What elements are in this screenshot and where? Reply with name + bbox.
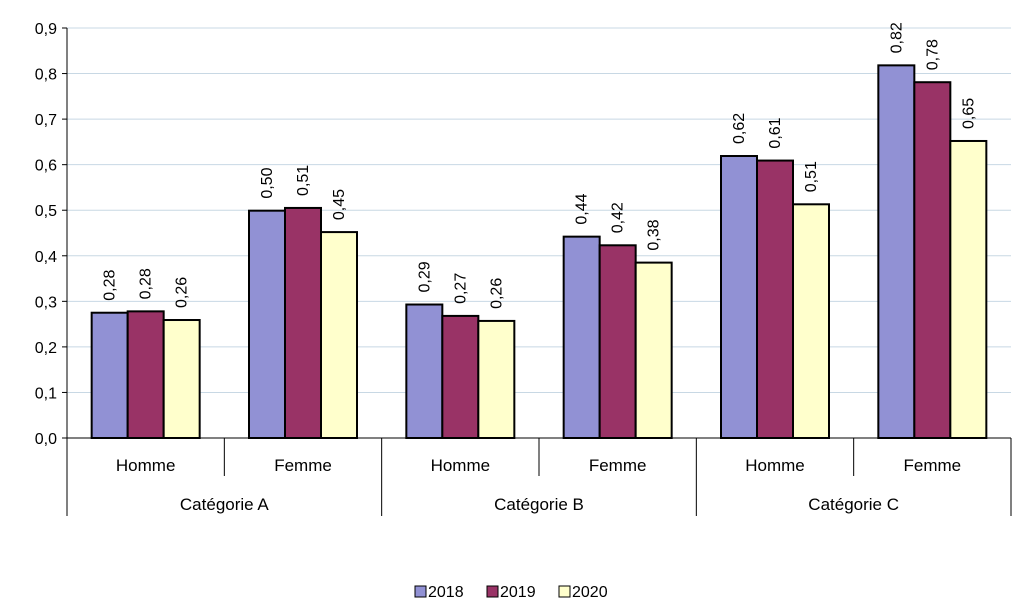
legend-swatch-2020 [558, 585, 571, 598]
bar-2020-3 [634, 261, 673, 439]
data-label: 0,44 [574, 193, 591, 224]
bar-2018-1 [248, 209, 286, 439]
bars [90, 64, 988, 440]
data-label: 0,29 [416, 261, 433, 292]
data-label: 0,27 [452, 273, 469, 304]
group-label: Catégorie A [180, 495, 269, 514]
y-tick-label: 0,3 [35, 294, 57, 311]
group-label: Catégorie C [808, 495, 899, 514]
bar-2018-4 [720, 155, 758, 439]
data-label: 0,38 [646, 219, 663, 250]
category-label: Homme [116, 456, 176, 475]
legend: 2018 2019 2020 [414, 584, 608, 601]
bar-2020-5 [949, 139, 988, 439]
data-label: 0,50 [259, 167, 276, 198]
bar-2020-1 [320, 231, 358, 439]
bar-2018-3 [562, 235, 601, 439]
bar-2020-4 [792, 203, 830, 439]
category-label: Femme [589, 456, 647, 475]
legend-swatch-2018 [414, 585, 427, 598]
data-label: 0,45 [331, 189, 348, 220]
bar-2019-3 [598, 244, 637, 439]
data-label: 0,62 [731, 113, 748, 144]
category-label: Homme [745, 456, 805, 475]
axes [62, 27, 1012, 516]
y-tick-label: 0,1 [35, 385, 57, 402]
group-label: Catégorie B [494, 495, 584, 514]
y-tick-label: 0,0 [35, 431, 57, 448]
y-tick-label: 0,6 [35, 158, 57, 175]
bar-2020-0 [162, 319, 201, 439]
data-label: 0,61 [767, 117, 784, 148]
bar-2019-4 [756, 159, 794, 439]
data-label: 0,51 [803, 161, 820, 192]
bar-2019-0 [126, 310, 165, 440]
y-tick-label: 0,8 [35, 67, 57, 84]
data-label: 0,28 [138, 268, 155, 299]
legend-swatch-2019 [486, 585, 499, 598]
bar-2018-2 [405, 303, 444, 439]
y-tick-label: 0,9 [35, 21, 57, 38]
legend-label-2019: 2019 [500, 584, 536, 601]
y-tick-label: 0,5 [35, 203, 57, 220]
labels: 0,0 0,1 0,2 0,3 0,4 0,5 0,6 0,7 0,8 0,9 0,28 0,28 0,… [35, 21, 978, 514]
y-tick-label: 0,4 [35, 249, 57, 266]
data-label: 0,51 [295, 165, 312, 196]
data-label: 0,82 [888, 22, 905, 53]
bar-2019-5 [913, 81, 952, 439]
gridlines [67, 27, 1011, 393]
bar-2019-1 [284, 206, 322, 439]
category-label: Homme [431, 456, 491, 475]
data-label: 0,28 [102, 269, 119, 300]
data-label: 0,26 [488, 278, 505, 309]
data-label: 0,42 [610, 202, 627, 233]
legend-label-2020: 2020 [572, 584, 608, 601]
y-tick-label: 0,7 [35, 112, 57, 129]
category-label: Femme [904, 456, 962, 475]
bar-2018-5 [877, 64, 916, 439]
y-tick-label: 0,2 [35, 340, 57, 357]
bar-2020-2 [477, 319, 516, 439]
legend-label-2018: 2018 [428, 584, 464, 601]
bar-2018-0 [90, 311, 129, 440]
category-label: Femme [274, 456, 332, 475]
data-label: 0,65 [960, 98, 977, 129]
data-label: 0,78 [924, 39, 941, 70]
bar-2019-2 [441, 314, 480, 439]
data-label: 0,26 [174, 277, 191, 308]
